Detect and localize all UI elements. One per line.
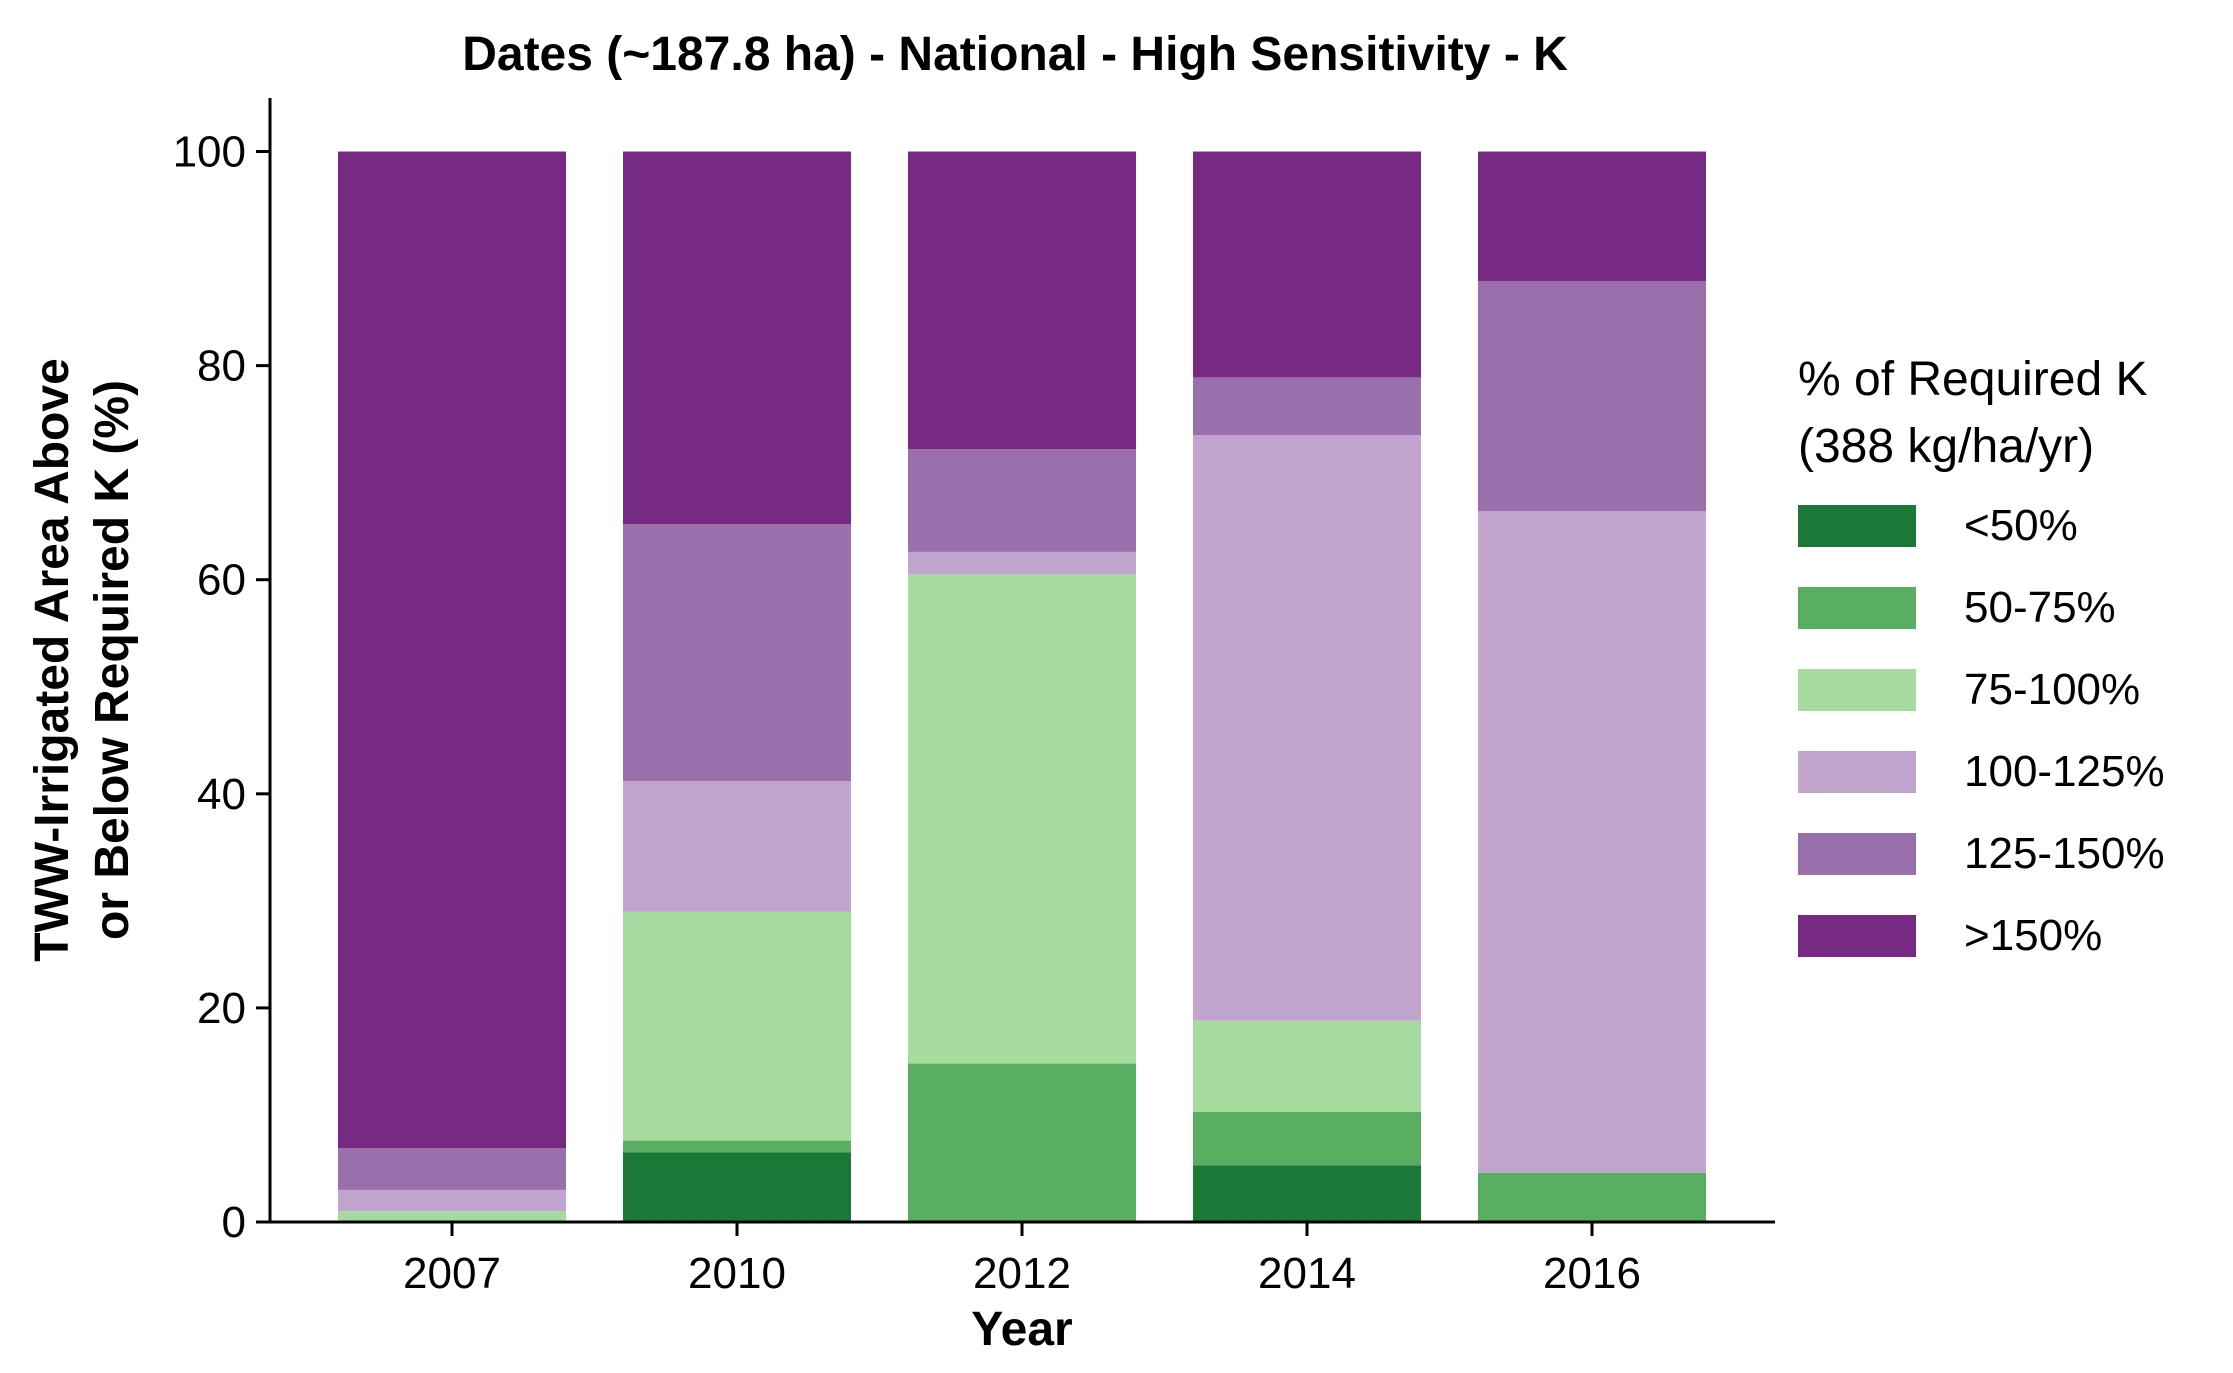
bar-segment-2014-5 <box>1193 151 1421 378</box>
bar-segment-2010-5 <box>623 151 851 525</box>
y-axis-ticks: 0 20 40 60 80 100 <box>173 128 270 1247</box>
bar-segment-2007-3 <box>338 1189 566 1212</box>
bar-segment-2007-5 <box>338 151 566 1149</box>
bar-segment-2007-2 <box>338 1211 566 1222</box>
bar-segment-2014-1 <box>1193 1111 1421 1166</box>
legend-swatch <box>1798 587 1916 629</box>
legend-entry-label: 50-75% <box>1964 583 2116 632</box>
x-axis-ticks: 2007 2010 2012 2014 2016 <box>403 1222 1641 1298</box>
y-tick-label: 0 <box>222 1198 246 1247</box>
y-axis-label-line: or Below Required K (%) <box>86 380 139 940</box>
bar-segment-2016-1 <box>1478 1172 1706 1222</box>
bar-segment-2016-4 <box>1478 281 1706 512</box>
y-tick-label: 40 <box>197 770 246 819</box>
bar-segment-2014-4 <box>1193 377 1421 436</box>
legend-entry-label: 100-125% <box>1964 747 2165 796</box>
legend-swatch <box>1798 833 1916 875</box>
y-tick-label: 100 <box>173 128 246 177</box>
legend: % of Required K (388 kg/ha/yr) <50% 50-75% 7… <box>1798 353 2165 960</box>
bar-segment-2012-4 <box>908 449 1136 552</box>
legend-swatch <box>1798 669 1916 711</box>
y-tick-label: 80 <box>197 342 246 391</box>
legend-swatch <box>1798 915 1916 957</box>
y-axis-label-line: TWW-Irrigated Area Above <box>26 358 79 962</box>
y-tick-label: 60 <box>197 556 246 605</box>
y-tick-label: 20 <box>197 984 246 1033</box>
legend-swatch <box>1798 505 1916 547</box>
legend-entry-label: <50% <box>1964 501 2078 550</box>
x-tick-label: 2012 <box>973 1249 1071 1298</box>
bar-segment-2010-3 <box>623 780 851 912</box>
bar-segment-2014-3 <box>1193 435 1421 1021</box>
legend-swatch <box>1798 751 1916 793</box>
bar-segment-2014-2 <box>1193 1020 1421 1112</box>
legend-entry-label: >150% <box>1964 911 2102 960</box>
bar-segment-2012-5 <box>908 151 1136 450</box>
x-axis-label: Year <box>971 1303 1072 1356</box>
chart-title: Dates (~187.8 ha) - National - High Sens… <box>462 28 1568 81</box>
legend-title: (388 kg/ha/yr) <box>1798 420 2094 473</box>
bar-segment-2010-0 <box>623 1152 851 1222</box>
x-tick-label: 2014 <box>1258 1249 1356 1298</box>
legend-title: % of Required K <box>1798 353 2148 406</box>
bar-segment-2010-2 <box>623 911 851 1141</box>
plot-area <box>338 151 1706 1222</box>
legend-entry-label: 75-100% <box>1964 665 2140 714</box>
x-tick-label: 2007 <box>403 1249 501 1298</box>
bar-segment-2012-2 <box>908 574 1136 1064</box>
bar-segment-2012-1 <box>908 1063 1136 1222</box>
bar-segment-2016-3 <box>1478 511 1706 1173</box>
y-axis-label: TWW-Irrigated Area Above or Below Require… <box>26 358 139 962</box>
bar-segment-2010-1 <box>623 1140 851 1153</box>
bar-segment-2016-5 <box>1478 151 1706 282</box>
bar-segment-2007-4 <box>338 1148 566 1190</box>
legend-entry-label: 125-150% <box>1964 829 2165 878</box>
x-tick-label: 2016 <box>1543 1249 1641 1298</box>
bar-segment-2014-0 <box>1193 1165 1421 1222</box>
x-tick-label: 2010 <box>688 1249 786 1298</box>
bar-segment-2012-3 <box>908 551 1136 575</box>
bar-segment-2010-4 <box>623 524 851 781</box>
